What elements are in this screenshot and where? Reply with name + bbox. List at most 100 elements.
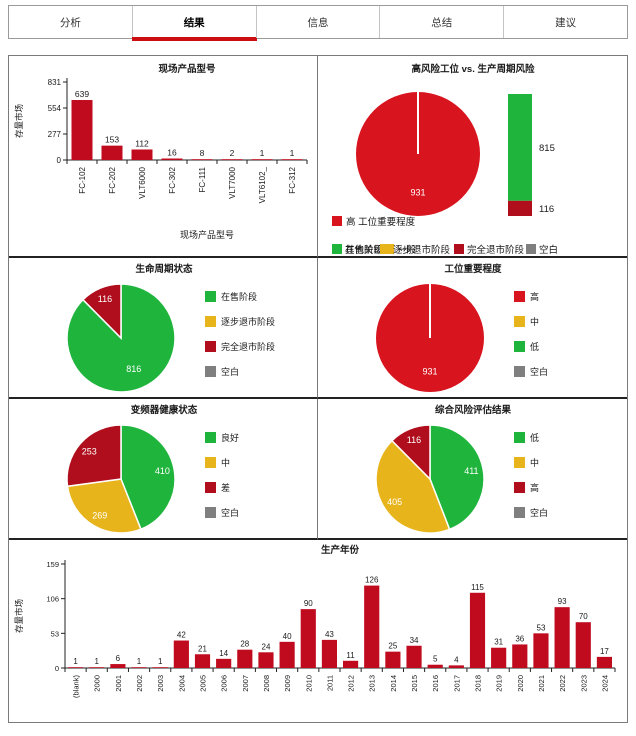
tab-5[interactable]: 建议	[503, 6, 627, 38]
legend-item-空白[interactable]: 空白	[514, 507, 548, 518]
panel-drive-health-pie-chart: 变频器健康状态 410 269 253 良好中差空白	[9, 399, 318, 540]
bar-2015[interactable]	[406, 645, 422, 668]
bar-2021[interactable]	[533, 633, 549, 668]
bar-2013[interactable]	[364, 585, 380, 668]
bar-2014[interactable]	[385, 651, 401, 668]
tab-1[interactable]: 分析	[9, 6, 132, 38]
legend-item-良好[interactable]: 良好	[205, 432, 239, 443]
panel-product-models-bar-chart: 现场产品型号 0 277 554 831 639 FC-102 153 FC-202 112 VLT…	[9, 56, 318, 258]
x-tick-label: 2022	[558, 675, 567, 692]
bar-2003[interactable]	[152, 667, 168, 668]
x-tick-label: 2003	[156, 675, 165, 692]
legend-item-空白[interactable]: 空白	[205, 366, 239, 377]
legend-swatch	[205, 457, 216, 468]
legend-item-低[interactable]: 低	[514, 432, 539, 443]
pie-slice-高[interactable]	[390, 424, 431, 481]
bar-2019[interactable]	[491, 647, 507, 668]
tab-3[interactable]: 信息	[255, 6, 380, 38]
pie-slice-差[interactable]	[66, 424, 122, 488]
bar-2008[interactable]	[258, 652, 274, 668]
bar-2024[interactable]	[596, 656, 612, 668]
tab-2[interactable]: 结果	[131, 6, 257, 41]
bar-VLT6102_[interactable]	[251, 159, 273, 160]
x-tick-label: 2023	[579, 675, 588, 692]
legend-item-中[interactable]: 中	[514, 457, 539, 468]
legend-label: 高	[530, 291, 539, 302]
pie-data-label: 931	[422, 366, 437, 376]
legend-item-高[interactable]: 高	[514, 482, 539, 493]
legend-swatch	[514, 341, 525, 352]
bar-value-label: 93	[558, 597, 567, 606]
stacked-bar-segment[interactable]	[508, 200, 532, 216]
bar-2004[interactable]	[173, 640, 189, 668]
bar-VLT6000[interactable]	[131, 149, 153, 160]
bar-value-label: 153	[105, 135, 119, 145]
legend-item-空白[interactable]: 空白	[205, 507, 239, 518]
bar-2022[interactable]	[554, 607, 570, 668]
pie-slice-中[interactable]	[66, 478, 142, 534]
legend-item-高[interactable]: 高	[514, 291, 539, 302]
bar-2007[interactable]	[237, 649, 253, 668]
bar-2020[interactable]	[512, 644, 528, 668]
bar-VLT7000[interactable]	[221, 159, 243, 160]
legend-item-中[interactable]: 中	[514, 316, 539, 327]
legend-swatch	[380, 244, 390, 254]
bar-value-label: 36	[515, 634, 524, 643]
stacked-bar-segment[interactable]	[508, 94, 532, 201]
bar-FC-111[interactable]	[191, 159, 213, 160]
bar-value-label: 42	[177, 631, 186, 640]
legend-label: 完全退市阶段	[467, 244, 525, 256]
bar-FC-202[interactable]	[101, 145, 123, 160]
bar-value-label: 43	[325, 630, 334, 639]
bar-2011[interactable]	[321, 639, 337, 668]
pie-slice-良好[interactable]	[120, 424, 176, 531]
pie-slice-完全退市阶段[interactable]	[81, 283, 122, 340]
tab-4[interactable]: 总结	[379, 6, 503, 38]
legend-label: 低	[530, 341, 539, 352]
bar-2017[interactable]	[448, 665, 464, 668]
x-tick-label: FC-302	[168, 166, 177, 193]
bar-2000[interactable]	[89, 667, 105, 668]
bar-2018[interactable]	[469, 592, 486, 668]
bar-FC-102[interactable]	[71, 100, 93, 160]
legend-item-空白[interactable]: 空白	[514, 366, 548, 377]
legend-label: 逐步退市阶段	[221, 316, 275, 327]
pie-slice-低[interactable]	[429, 424, 485, 531]
y-axis-title: 存量市场	[14, 599, 24, 633]
legend-item-完全退市阶段[interactable]: 完全退市阶段	[205, 341, 275, 352]
pie-data-label: 816	[126, 364, 141, 374]
legend-swatch	[514, 366, 525, 377]
legend-item-差[interactable]: 差	[205, 482, 230, 493]
bar-2012[interactable]	[343, 660, 359, 668]
bar-2006[interactable]	[216, 658, 232, 668]
x-tick-label: 2021	[537, 675, 546, 692]
bar-(blank)[interactable]	[68, 667, 84, 668]
bar-2010[interactable]	[300, 609, 316, 668]
x-tick-label: VLT6000	[138, 166, 147, 198]
bar-2023[interactable]	[575, 622, 591, 668]
bar-FC-302[interactable]	[161, 158, 183, 160]
legend-label: 中	[530, 457, 539, 468]
legend-swatch	[205, 482, 216, 493]
legend-item-逐步退市阶段[interactable]: 逐步退市阶段	[205, 316, 275, 327]
bar-FC-312[interactable]	[281, 159, 303, 160]
legend-item-在售阶段[interactable]: 在售阶段	[205, 291, 257, 302]
bar-value-label: 17	[600, 647, 609, 656]
bar-value-label: 112	[135, 138, 149, 148]
legend-swatch	[514, 507, 525, 518]
chart-title: 工位重要程度	[444, 263, 502, 275]
bar-2016[interactable]	[427, 664, 443, 668]
bar-value-label: 11	[346, 651, 355, 660]
tab-label: 信息	[307, 16, 329, 29]
bar-2002[interactable]	[131, 667, 147, 668]
bar-2009[interactable]	[279, 641, 295, 668]
legend-item-低[interactable]: 低	[514, 341, 539, 352]
bar-value-label: 2	[230, 148, 235, 158]
bar-2005[interactable]	[194, 654, 211, 668]
legend-item-中[interactable]: 中	[205, 457, 230, 468]
x-tick-label: 2005	[199, 675, 208, 692]
bar-value-label: 16	[167, 147, 177, 157]
pie-slice-中[interactable]	[375, 439, 451, 534]
bar-2001[interactable]	[110, 664, 126, 668]
